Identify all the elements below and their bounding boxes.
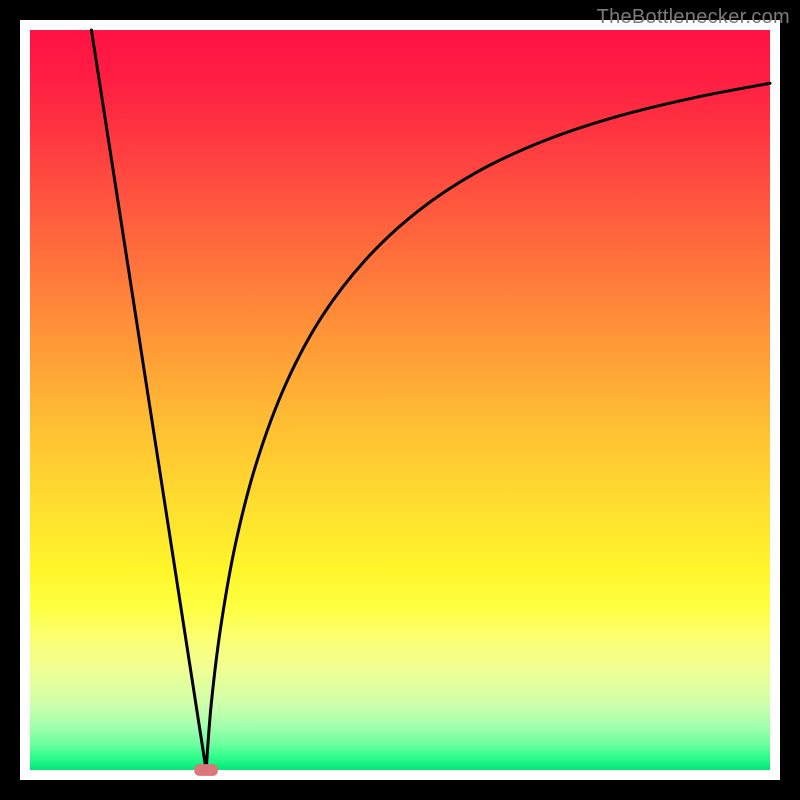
- chart-background: [30, 30, 770, 770]
- watermark-label: TheBottlenecker.com: [597, 6, 790, 29]
- chart-marker: [194, 764, 218, 776]
- chart-container: TheBottlenecker.com: [0, 0, 800, 800]
- chart-svg: [0, 0, 800, 800]
